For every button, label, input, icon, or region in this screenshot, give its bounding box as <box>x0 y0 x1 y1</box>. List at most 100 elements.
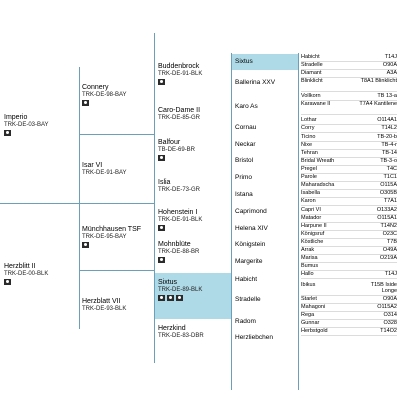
camera-icon[interactable] <box>158 79 165 85</box>
ancestor-dam[interactable]: Herzblitt II TRK-DE-00-BLK <box>4 263 78 286</box>
ancestor-gen5-18[interactable]: Capri VI O133A2 <box>301 207 397 215</box>
ancestor-gen4-10[interactable]: Helena XIV <box>235 225 297 233</box>
ancestor-gen3-6[interactable]: Mohnblüte TRK-DE-88-BR <box>158 241 230 264</box>
ancestor-gen3-7[interactable]: Sixtus TRK-DE-89-BLK <box>155 273 231 319</box>
ancestor-gen4-3[interactable]: Karo As <box>235 103 297 111</box>
horse-registration: O114A1 <box>377 117 397 123</box>
camera-icon[interactable] <box>82 100 89 106</box>
ancestor-gen4-5[interactable]: Neckar <box>235 141 297 149</box>
ancestor-gen5-12[interactable]: Bridal Wreath TB-3-o <box>301 158 397 166</box>
ancestor-gen5-28[interactable]: Starlet O90A <box>301 296 397 304</box>
ancestor-gen5-6[interactable]: Karawane II T7A4 Kantilene <box>301 101 397 115</box>
ancestor-gen2-2[interactable]: Isar VI TRK-DE-91-BAY <box>82 162 154 177</box>
camera-icon[interactable] <box>82 242 89 248</box>
horse-name: Neckar <box>235 141 256 148</box>
ancestor-gen5-30[interactable]: Rega O314 <box>301 312 397 320</box>
ancestor-gen5-13[interactable]: Pregel T4C <box>301 166 397 174</box>
horse-registration: O115A2 <box>377 304 397 310</box>
horse-name: Bumus <box>301 263 319 269</box>
ancestor-gen5-1[interactable]: Habicht T14J <box>301 54 397 62</box>
horse-registration: TRK-DE-95-BAY <box>82 234 127 240</box>
ancestor-gen5-17[interactable]: Karon T7A1 <box>301 198 397 206</box>
ancestor-gen5-31[interactable]: Gunnar O328 <box>301 320 397 328</box>
ancestor-gen4-15[interactable]: Radom <box>235 318 297 326</box>
ancestor-gen4-14[interactable]: Stradelle <box>235 296 297 304</box>
ancestor-gen5-2[interactable]: Stradelle O90A <box>301 62 397 70</box>
ancestor-gen4-1[interactable]: Sixtus <box>232 54 298 70</box>
ancestor-gen3-3[interactable]: Balfour TB-DE-69-BR <box>158 139 230 162</box>
horse-name: Starlet <box>301 296 317 302</box>
horse-registration: TRK-DE-91-BLK <box>158 71 203 77</box>
ancestor-gen5-3[interactable]: Diamant A3A <box>301 70 397 78</box>
ancestor-gen4-16[interactable]: Herzliebchen <box>235 334 297 342</box>
horse-name: Diamant <box>301 70 322 76</box>
divider-gen4-gen5 <box>298 53 299 390</box>
ancestor-gen5-22[interactable]: Köstliche T7B <box>301 239 397 247</box>
ancestor-gen2-1[interactable]: Connery TRK-DE-98-BAY <box>82 84 154 107</box>
ancestor-gen4-13[interactable]: Habicht <box>235 276 297 284</box>
gallery-icon[interactable] <box>167 295 174 301</box>
ancestor-gen5-26[interactable]: Hallo T14J <box>301 271 397 279</box>
ancestor-sire[interactable]: Imperio TRK-DE-03-BAY <box>4 114 78 137</box>
horse-registration: O23C <box>382 231 397 237</box>
ancestor-gen5-9[interactable]: Ticino TB-20-b <box>301 134 397 142</box>
horse-registration: T4C <box>386 166 397 172</box>
camera-icon[interactable] <box>158 225 165 231</box>
ancestor-gen4-11[interactable]: Königstein <box>235 241 297 249</box>
ancestor-gen4-12[interactable]: Margerite <box>235 258 297 266</box>
horse-name: Königsruf <box>301 231 325 237</box>
camera-icon[interactable] <box>158 155 165 161</box>
ancestor-gen5-21[interactable]: Königsruf O23C <box>301 231 397 239</box>
horse-name: Tehran <box>301 150 318 156</box>
ancestor-gen3-1[interactable]: Buddenbrock TRK-DE-91-BLK <box>158 63 230 86</box>
ancestor-gen5-15[interactable]: Maharadscha O115A <box>301 182 397 190</box>
ancestor-gen5-11[interactable]: Tehran TB-14 <box>301 150 397 158</box>
ancestor-gen4-8[interactable]: Istana <box>235 191 297 199</box>
camera-icon[interactable] <box>4 279 11 285</box>
horse-name: Gunnar <box>301 320 320 326</box>
ancestor-gen3-5[interactable]: Hohenstein I TRK-DE-91-BLK <box>158 209 230 232</box>
ancestor-gen3-8[interactable]: Herzkind TRK-DE-83-DBR <box>158 325 230 340</box>
camera-icon[interactable] <box>158 257 165 263</box>
ancestor-gen5-20[interactable]: Harpune II T14N2 <box>301 223 397 231</box>
horse-registration: T15B Iside Longe <box>370 282 397 294</box>
ancestor-gen5-8[interactable]: Corry T14L2 <box>301 125 397 133</box>
horse-registration: TRK-DE-98-BAY <box>82 92 127 98</box>
ancestor-gen4-6[interactable]: Bristol <box>235 157 297 165</box>
horse-registration: O49A <box>382 247 397 253</box>
ancestor-gen5-5[interactable]: Vollkorn TB 13-a <box>301 93 397 101</box>
ancestor-gen5-23[interactable]: Arrak O49A <box>301 247 397 255</box>
horse-name: Istana <box>235 191 253 198</box>
divider-gen2-a <box>79 134 155 135</box>
ancestor-gen5-32[interactable]: Herbstgold T14O2 <box>301 328 397 336</box>
horse-registration: O115A1 <box>377 215 397 221</box>
ancestor-gen5-27[interactable]: Ibikus T15B Iside Longe <box>301 282 397 296</box>
horse-name: Harpune II <box>301 223 327 229</box>
ancestor-gen5-16[interactable]: Isabella O305B <box>301 190 397 198</box>
camera-icon[interactable] <box>4 130 11 136</box>
camera-icon[interactable] <box>176 295 183 301</box>
ancestor-gen3-2[interactable]: Caro-Dame II TRK-DE-85-GR <box>158 107 230 122</box>
ancestor-gen5-19[interactable]: Matador O115A1 <box>301 215 397 223</box>
ancestor-gen4-9[interactable]: Caprimond <box>235 208 297 216</box>
ancestor-gen5-7[interactable]: Lothar O114A1 <box>301 117 397 125</box>
ancestor-gen5-25[interactable]: Bumus <box>301 263 397 271</box>
ancestor-gen3-4[interactable]: Islia TRK-DE-73-GR <box>158 179 230 194</box>
ancestor-gen5-10[interactable]: Nixe TB-4-r <box>301 142 397 150</box>
camera-icon[interactable] <box>158 295 165 301</box>
ancestor-gen5-4[interactable]: Blinklicht T8A1 Blinklicht <box>301 78 397 92</box>
horse-name: Helena XIV <box>235 225 268 232</box>
divider-gen3-gen4 <box>231 53 232 390</box>
horse-registration: T14L2 <box>381 125 397 131</box>
ancestor-gen4-4[interactable]: Cornau <box>235 124 297 132</box>
ancestor-gen5-24[interactable]: Marisa O219A <box>301 255 397 263</box>
ancestor-gen4-7[interactable]: Primo <box>235 174 297 182</box>
ancestor-gen4-2[interactable]: Ballerina XXV <box>235 79 297 87</box>
ancestor-gen2-3[interactable]: Münchhausen TSF TRK-DE-95-BAY <box>82 226 154 249</box>
horse-name: Isabella <box>301 190 320 196</box>
ancestor-gen2-4[interactable]: Herzblatt VII TRK-DE-93-BLK <box>82 298 154 313</box>
ancestor-gen5-14[interactable]: Parole T1C1 <box>301 174 397 182</box>
horse-registration: O219A <box>379 255 397 261</box>
ancestor-gen5-29[interactable]: Mahagoni O115A2 <box>301 304 397 312</box>
